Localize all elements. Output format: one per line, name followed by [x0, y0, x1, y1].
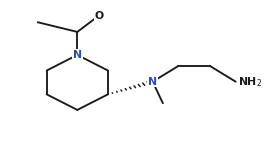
Text: O: O — [94, 11, 103, 21]
Text: N: N — [73, 50, 82, 60]
Text: NH$_2$: NH$_2$ — [238, 75, 262, 89]
Text: N: N — [148, 77, 157, 87]
